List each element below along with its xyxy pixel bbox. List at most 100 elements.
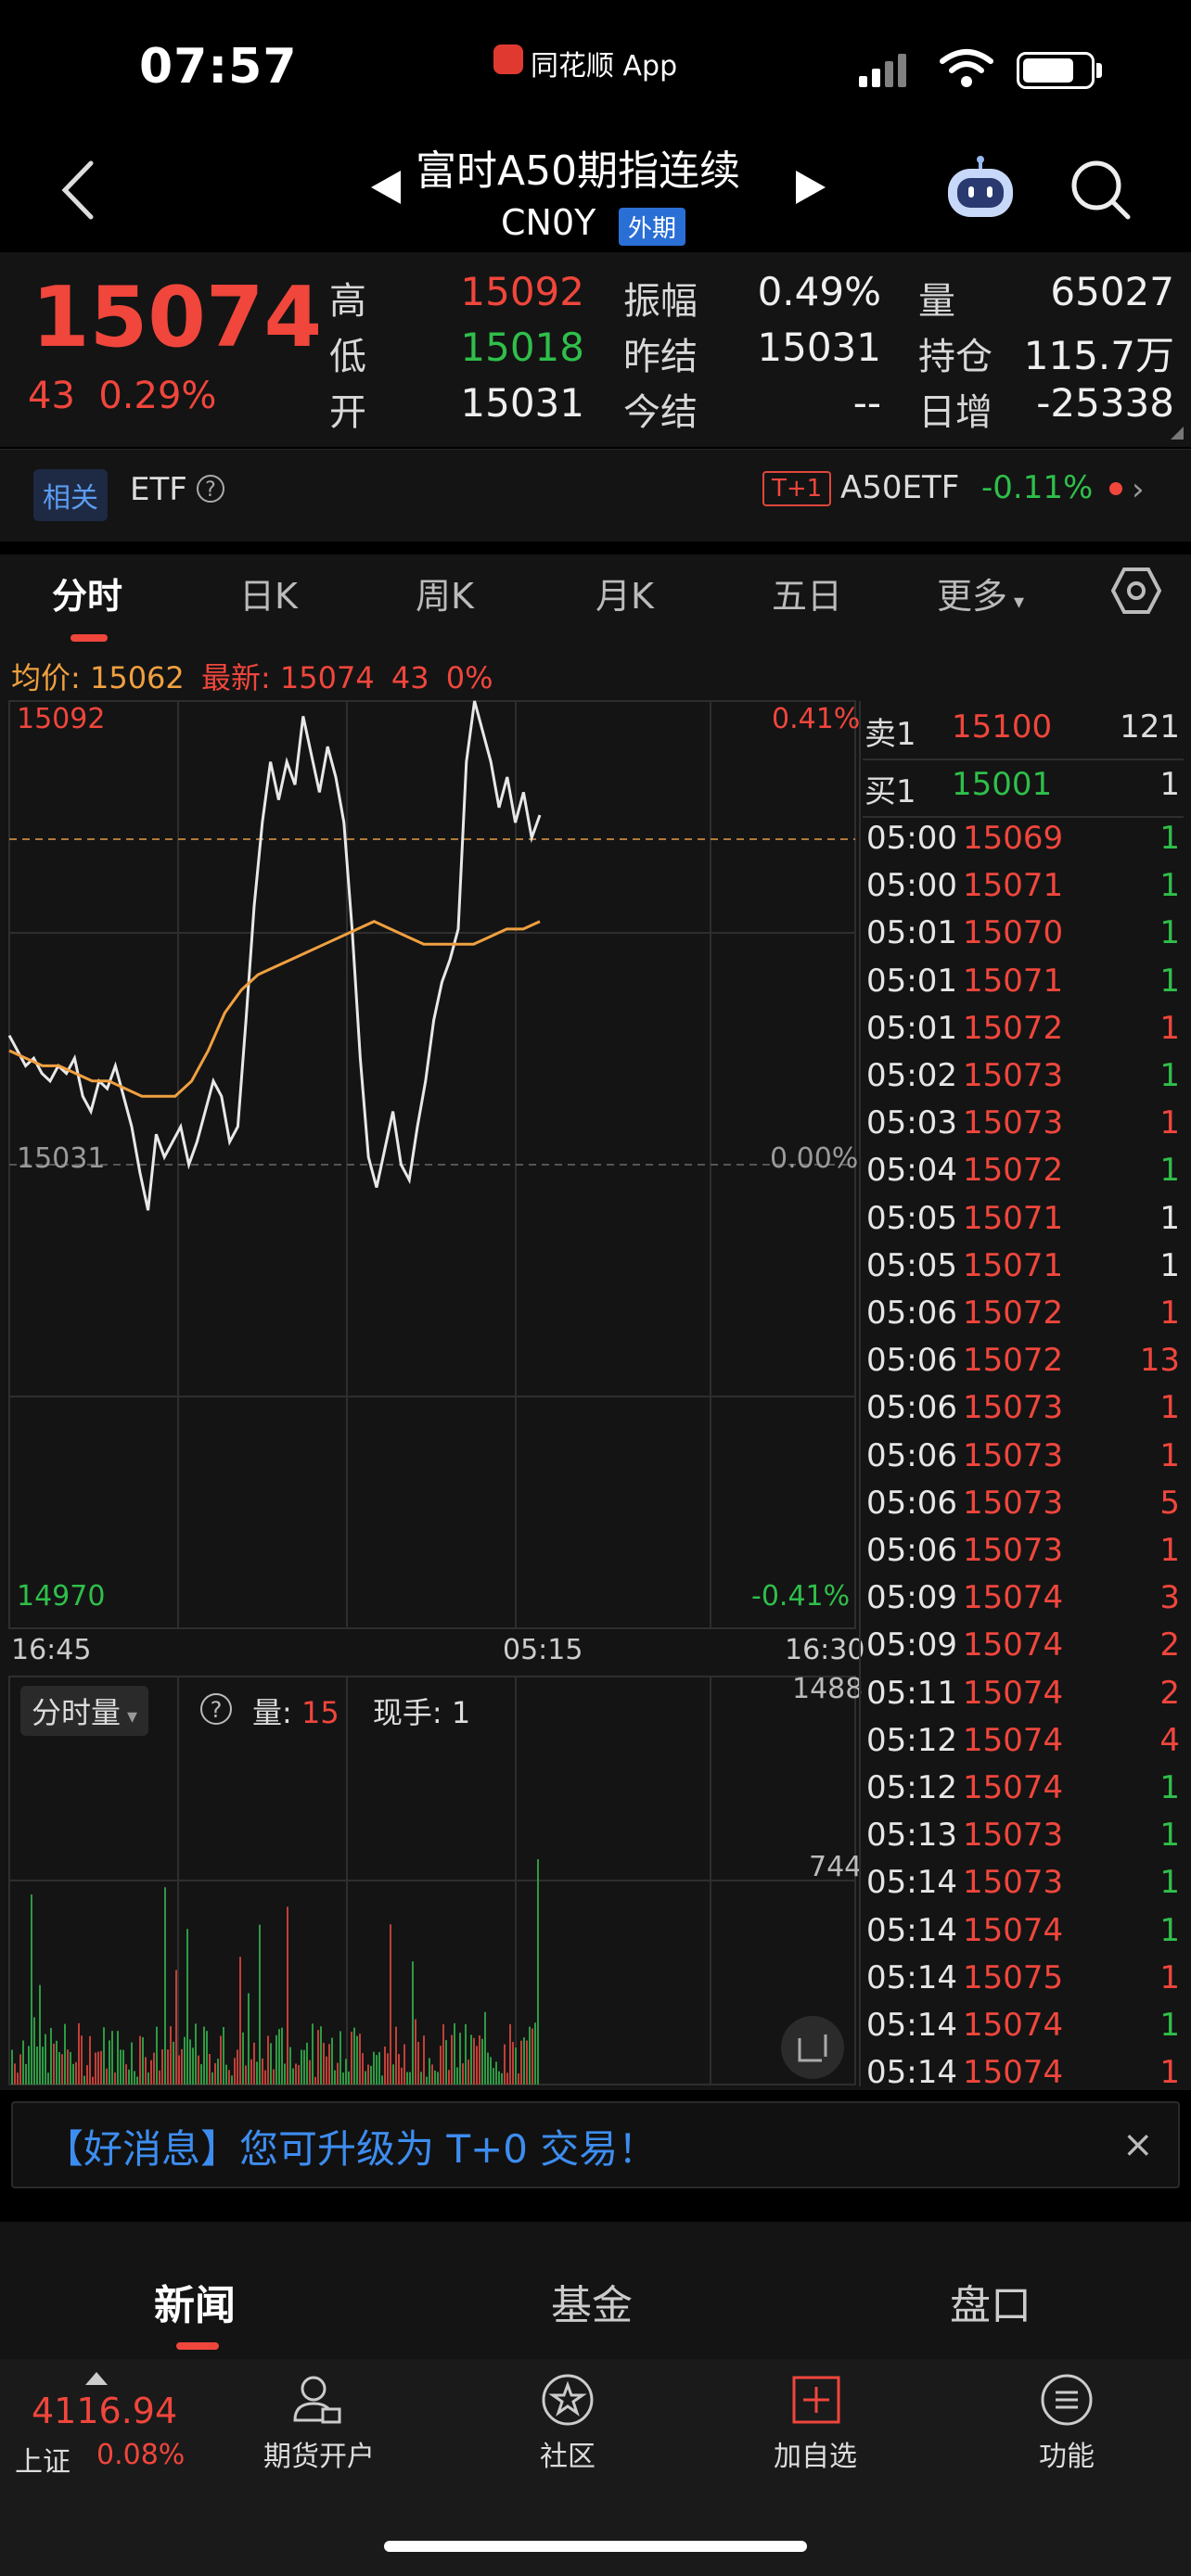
- promo-banner[interactable]: [11, 2101, 1180, 2188]
- volume-bar: [139, 2035, 141, 2085]
- volume-bar: [487, 2052, 489, 2085]
- tick-time: 05:01: [866, 914, 957, 952]
- volume-bar: [111, 2031, 113, 2085]
- volume-bar: [442, 2024, 444, 2085]
- tab-futures-account[interactable]: 期货开户: [263, 2441, 375, 2473]
- tick-time: 05:05: [866, 1199, 957, 1237]
- price-change: 43 0.29%: [28, 375, 216, 417]
- volume-bar: [359, 2034, 361, 2085]
- etf-chevron-icon[interactable]: ›: [1132, 471, 1145, 508]
- amplitude-value: 0.49%: [757, 269, 881, 314]
- tick-volume: 1: [1159, 962, 1180, 1000]
- volume-bar: [253, 2042, 255, 2085]
- next-contract-arrow-icon[interactable]: [796, 171, 826, 204]
- tick-volume: 1: [1159, 914, 1180, 952]
- tab-orderbook[interactable]: 盘口: [950, 2282, 1031, 2329]
- tick-price: 15071: [963, 1246, 1064, 1284]
- volume-selector-label: 分时量: [32, 1695, 122, 1730]
- tab-functions[interactable]: 功能: [1039, 2441, 1095, 2473]
- search-button[interactable]: [1067, 156, 1133, 223]
- close-icon[interactable]: ×: [1122, 2123, 1154, 2166]
- tab-community[interactable]: 社区: [540, 2441, 596, 2473]
- t1-tag: T+1: [762, 471, 832, 506]
- assistant-robot-icon[interactable]: [944, 156, 1017, 221]
- open-value: 15031: [460, 380, 584, 426]
- volume-selector[interactable]: 分时量 ▾: [20, 1686, 149, 1736]
- volume-bar: [145, 2057, 147, 2085]
- tick-time: 05:11: [866, 1674, 957, 1712]
- volume-bar: [42, 2047, 44, 2085]
- tab-monthly-k[interactable]: 月K: [596, 576, 654, 617]
- tab-more[interactable]: 更多 ▾: [937, 567, 1024, 618]
- tick-price: 15072: [963, 1342, 1064, 1380]
- etf-help-icon[interactable]: ?: [197, 475, 224, 503]
- index-value[interactable]: 4116.94: [32, 2391, 178, 2431]
- tab-intraday[interactable]: 分时: [52, 576, 123, 617]
- fullscreen-button[interactable]: [781, 2016, 844, 2079]
- volume-bar: [314, 2076, 316, 2085]
- high-value: 15092: [460, 269, 584, 314]
- tick-volume: 1: [1159, 1958, 1180, 1996]
- volume-bar: [501, 2072, 503, 2085]
- volume-bar: [117, 2031, 119, 2085]
- chart-settings-icon[interactable]: [1111, 566, 1161, 616]
- volume-mid-label: 744: [809, 1851, 863, 1883]
- prev-contract-arrow-icon[interactable]: [371, 171, 401, 204]
- volume-bar: [531, 2028, 533, 2085]
- volume-bar: [287, 1906, 288, 2085]
- volume-bar: [109, 2040, 110, 2085]
- futures-account-icon[interactable]: [291, 2372, 343, 2428]
- volume-bar: [426, 2076, 428, 2085]
- volume-bar: [239, 1957, 241, 2085]
- volume-bar: [267, 2035, 269, 2085]
- tick-time: 05:06: [866, 1342, 957, 1380]
- volume-bar: [200, 2064, 202, 2085]
- volume-bar: [97, 2051, 99, 2085]
- volume-bar: [83, 2075, 85, 2085]
- daily-increase-value: -25338: [1036, 380, 1174, 426]
- tick-volume: 2: [1159, 1674, 1180, 1712]
- community-icon[interactable]: [540, 2372, 596, 2428]
- volume-bar: [529, 2026, 531, 2085]
- tab-daily-k[interactable]: 日K: [239, 576, 298, 617]
- tick-time: 05:06: [866, 1532, 957, 1569]
- volume-bar: [28, 2046, 30, 2085]
- prev-settle-label: 昨结: [623, 336, 698, 378]
- back-button[interactable]: [56, 158, 100, 223]
- volume-bar: [495, 2061, 497, 2085]
- avg-price-label: 均价:: [11, 660, 81, 695]
- volume-bar: [189, 2039, 191, 2085]
- tab-weekly-k[interactable]: 周K: [416, 576, 474, 617]
- volume-bar: [150, 2060, 152, 2085]
- menu-icon[interactable]: [1039, 2372, 1095, 2428]
- tab-add-watchlist[interactable]: 加自选: [774, 2441, 857, 2473]
- expand-corner-icon[interactable]: [1171, 427, 1184, 440]
- quote-panel: [0, 252, 1191, 447]
- hand-label: 现手:: [372, 1695, 442, 1730]
- promo-text[interactable]: 【好消息】您可升级为 T+0 交易！: [45, 2126, 658, 2172]
- tick-volume: 1: [1159, 1864, 1180, 1902]
- volume-bar: [134, 2071, 135, 2085]
- tick-price: 15075: [963, 1958, 1064, 1996]
- volume-bar: [320, 2026, 322, 2085]
- intraday-chart[interactable]: [0, 694, 859, 2094]
- volume-help-icon[interactable]: ?: [200, 1693, 232, 1725]
- tab-five-day[interactable]: 五日: [772, 576, 843, 617]
- status-app-name: 同花顺 App: [531, 50, 678, 83]
- volume-bar: [328, 2044, 330, 2085]
- volume-bar: [504, 2044, 506, 2085]
- volume-bar: [351, 2031, 352, 2085]
- last-price: 15074: [32, 269, 323, 366]
- tick-volume: 1: [1159, 1009, 1180, 1047]
- tick-time: 05:06: [866, 1436, 957, 1474]
- status-bar: [0, 0, 1191, 130]
- add-watchlist-icon[interactable]: [790, 2374, 842, 2426]
- volume-bar: [250, 2059, 252, 2085]
- volume-bar: [398, 2054, 400, 2085]
- tab-fund[interactable]: 基金: [551, 2282, 633, 2329]
- volume-bar: [284, 2063, 286, 2085]
- volume-bar: [454, 2022, 455, 2085]
- volume-bar: [142, 2036, 144, 2085]
- tab-news[interactable]: 新闻: [154, 2282, 236, 2329]
- etf-name[interactable]: A50ETF: [840, 469, 960, 506]
